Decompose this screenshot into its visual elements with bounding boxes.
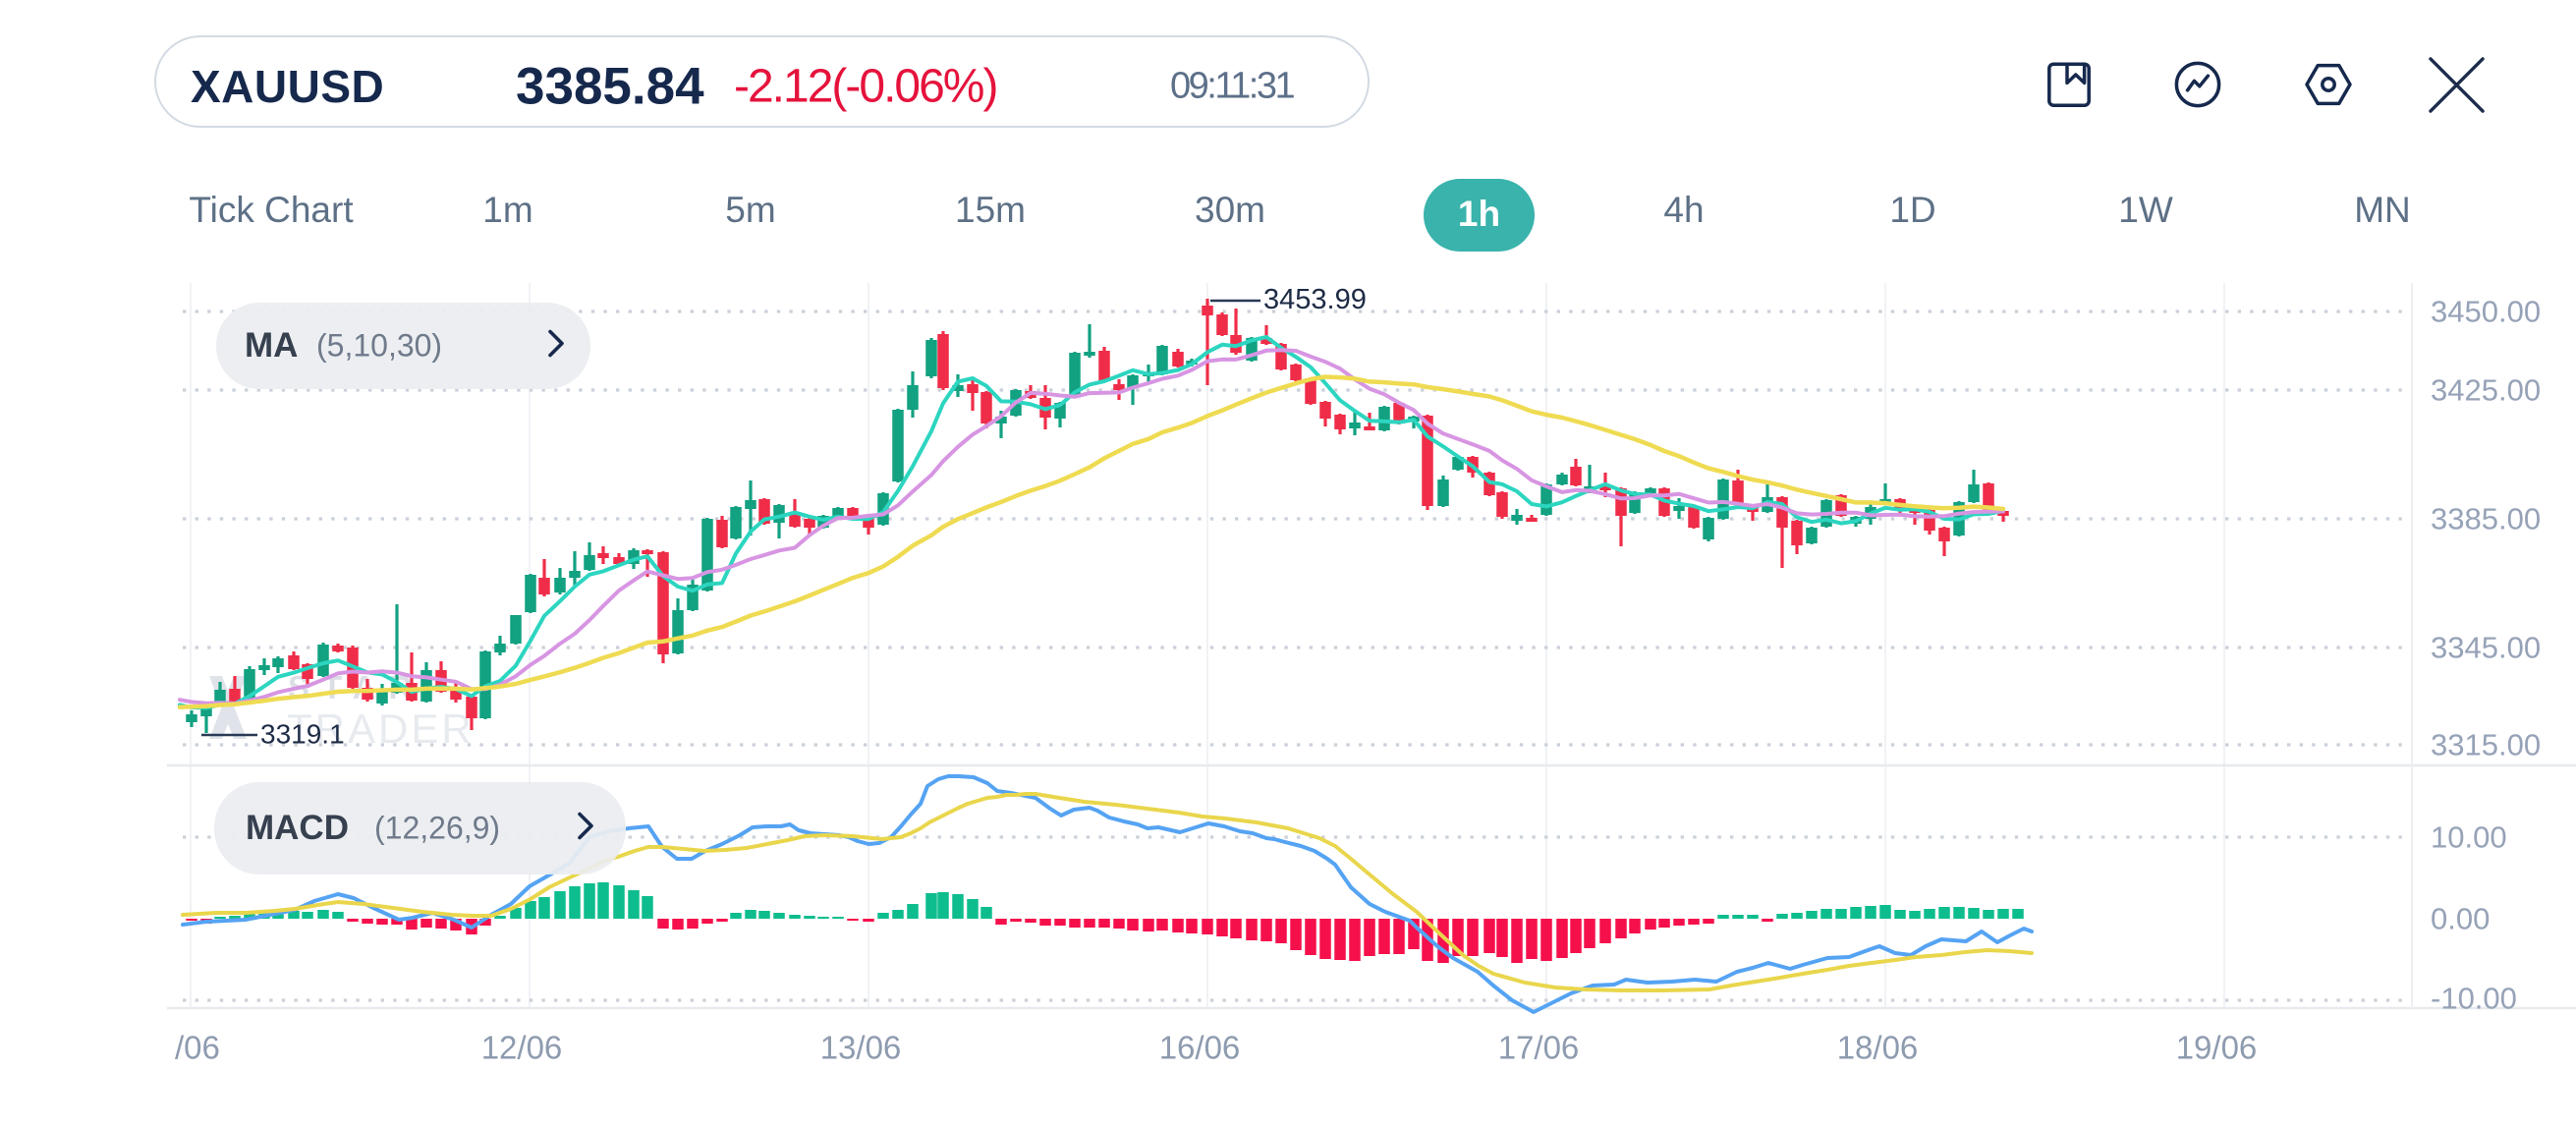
svg-text:10.00: 10.00 — [2431, 820, 2507, 855]
svg-text:3319.1: 3319.1 — [260, 719, 345, 750]
svg-text:16/06: 16/06 — [1159, 1030, 1241, 1066]
svg-text:3345.00: 3345.00 — [2431, 631, 2541, 665]
svg-text:0.00: 0.00 — [2431, 902, 2490, 936]
svg-text:3315.00: 3315.00 — [2431, 728, 2541, 762]
svg-text:TRADER: TRADER — [287, 705, 475, 752]
svg-text:3425.00: 3425.00 — [2431, 373, 2541, 408]
svg-text:3450.00: 3450.00 — [2431, 295, 2541, 329]
svg-text:19/06: 19/06 — [2176, 1030, 2258, 1066]
svg-text:/06: /06 — [175, 1030, 220, 1066]
svg-text:3385.00: 3385.00 — [2431, 502, 2541, 536]
svg-text:3453.99: 3453.99 — [1263, 284, 1367, 315]
svg-text:12/06: 12/06 — [481, 1030, 563, 1066]
svg-text:13/06: 13/06 — [820, 1030, 902, 1066]
svg-text:18/06: 18/06 — [1837, 1030, 1919, 1066]
svg-text:17/06: 17/06 — [1498, 1030, 1580, 1066]
svg-text:-10.00: -10.00 — [2431, 982, 2517, 1016]
